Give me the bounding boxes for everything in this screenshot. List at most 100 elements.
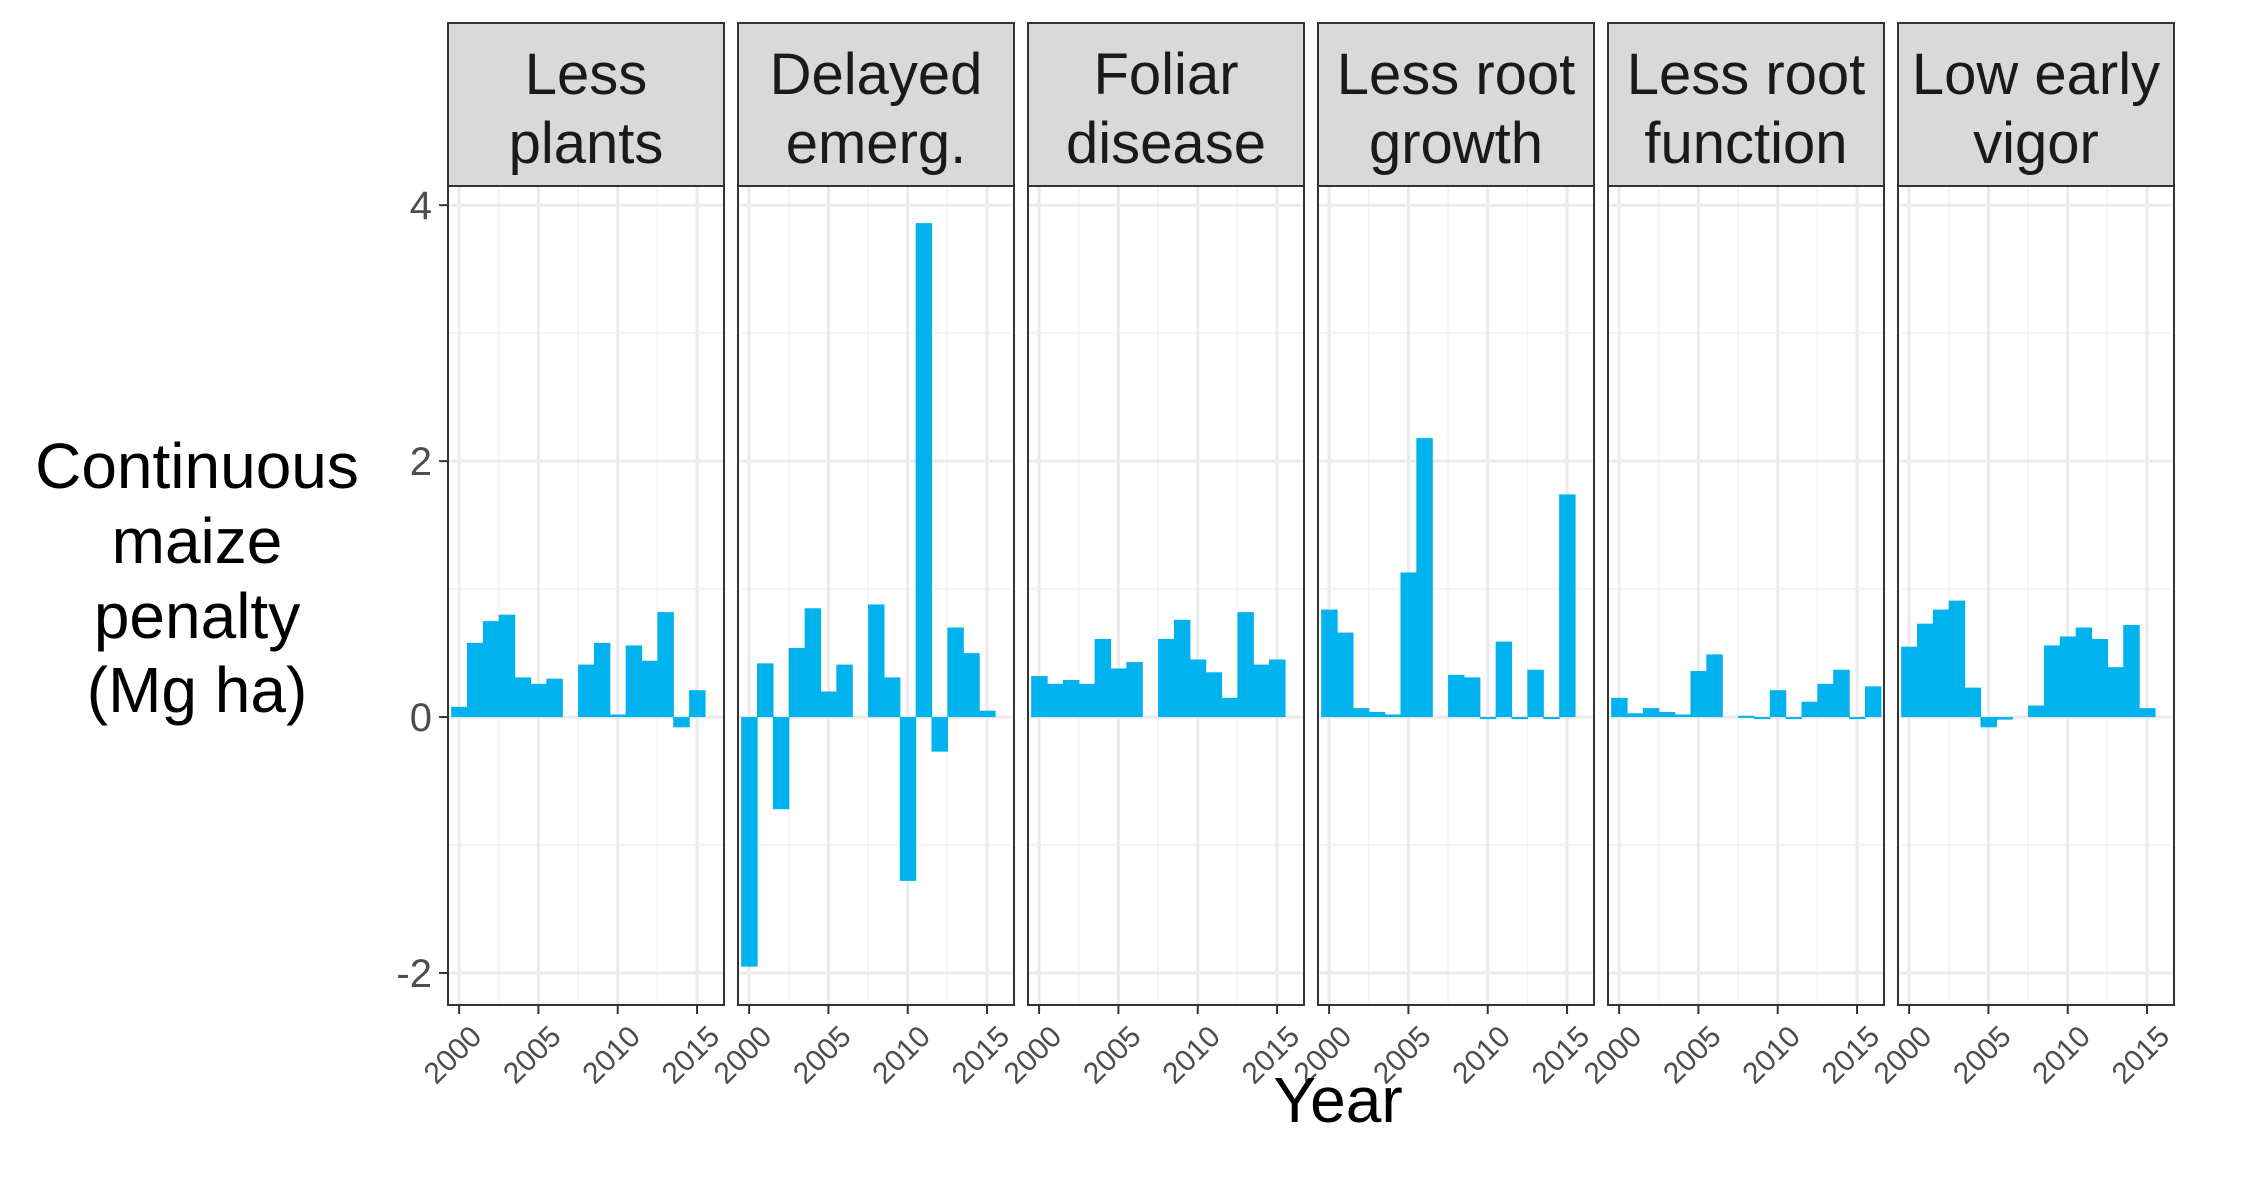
x-tick-label: 2015 bbox=[1816, 1020, 1887, 1091]
bar bbox=[689, 690, 706, 718]
bar bbox=[1495, 641, 1513, 718]
x-tick-label: 2000 bbox=[708, 1020, 779, 1091]
bar bbox=[1158, 639, 1175, 718]
facet-strip-label: Foliar bbox=[1093, 42, 1238, 107]
facet-strip-label: plants bbox=[509, 111, 664, 176]
bar bbox=[979, 710, 996, 718]
x-tick-label: 2010 bbox=[1446, 1020, 1517, 1091]
bar bbox=[1527, 669, 1544, 718]
bar bbox=[741, 717, 758, 967]
bar bbox=[546, 678, 563, 718]
x-tick-label: 2005 bbox=[1657, 1020, 1728, 1091]
bar bbox=[963, 653, 980, 718]
x-tick-label: 2015 bbox=[656, 1020, 727, 1091]
bar bbox=[1769, 690, 1787, 718]
bar bbox=[1479, 717, 1497, 720]
panel-background bbox=[448, 186, 724, 1005]
bar bbox=[1833, 669, 1850, 718]
bar bbox=[1062, 679, 1080, 718]
bar bbox=[1205, 672, 1223, 718]
bar bbox=[1785, 717, 1803, 720]
x-tick-label: 2015 bbox=[2106, 1020, 2177, 1091]
panel-border bbox=[737, 185, 1015, 1006]
panel-border bbox=[1897, 185, 2175, 1006]
facet-strip bbox=[737, 22, 1015, 187]
facet-strip bbox=[447, 22, 725, 187]
bar bbox=[947, 627, 964, 718]
bar bbox=[609, 714, 627, 718]
bar bbox=[931, 717, 948, 752]
panel-background bbox=[1608, 186, 1884, 1005]
x-tick-label: 2000 bbox=[998, 1020, 1069, 1091]
facet-strip-label: Low early bbox=[1912, 42, 2160, 107]
bar bbox=[868, 604, 885, 718]
bar bbox=[2139, 708, 2156, 718]
bar bbox=[657, 612, 674, 718]
bar bbox=[1658, 711, 1676, 718]
bar bbox=[883, 677, 901, 718]
bar bbox=[1337, 632, 1354, 718]
bar bbox=[1511, 717, 1528, 720]
bar bbox=[1368, 711, 1386, 718]
bar bbox=[1352, 708, 1370, 718]
facet-strip-label: disease bbox=[1066, 111, 1266, 176]
bar bbox=[836, 664, 853, 718]
bar bbox=[1932, 609, 1950, 718]
bar bbox=[1253, 664, 1270, 718]
bar bbox=[772, 717, 790, 810]
bar bbox=[673, 717, 690, 728]
x-tick-label: 2010 bbox=[1736, 1020, 1807, 1091]
y-axis-title-line: penalty bbox=[94, 580, 300, 652]
bar bbox=[1543, 717, 1560, 720]
facet-strip-label: vigor bbox=[1973, 111, 2099, 176]
panel-border bbox=[1027, 185, 1305, 1006]
bar bbox=[1611, 697, 1628, 718]
bar bbox=[625, 645, 643, 718]
y-axis-title-line: Continuous bbox=[35, 430, 359, 502]
bar bbox=[578, 664, 595, 718]
bar bbox=[1901, 646, 1918, 718]
bar bbox=[1269, 659, 1286, 718]
x-tick-label: 2015 bbox=[946, 1020, 1017, 1091]
bar bbox=[1917, 623, 1934, 718]
facet-strip-label: Delayed bbox=[770, 42, 983, 107]
bar bbox=[1674, 714, 1692, 718]
bar bbox=[2028, 705, 2045, 718]
bar bbox=[2075, 627, 2093, 718]
bar bbox=[1753, 717, 1771, 720]
bar bbox=[1706, 654, 1723, 718]
y-axis-title-line: (Mg ha) bbox=[87, 654, 308, 726]
bar bbox=[1384, 714, 1402, 718]
x-axis-title: Year bbox=[1273, 1064, 1402, 1136]
x-tick-label: 2010 bbox=[2026, 1020, 2097, 1091]
bar bbox=[1627, 713, 1644, 718]
facet-strip-label: Less bbox=[525, 42, 648, 107]
facet-strip-label: Less root bbox=[1337, 42, 1576, 107]
bar bbox=[641, 660, 658, 718]
x-tick-label: 2005 bbox=[1947, 1020, 2018, 1091]
bar bbox=[1948, 600, 1966, 718]
bar bbox=[2059, 636, 2077, 718]
bar bbox=[1237, 612, 1254, 718]
facet-strip-label: emerg. bbox=[786, 111, 967, 176]
facet-strip-label: growth bbox=[1369, 111, 1543, 176]
facet-strip bbox=[1607, 22, 1885, 187]
bar bbox=[1559, 494, 1576, 718]
facet-strip-label: function bbox=[1644, 111, 1847, 176]
panel-border bbox=[447, 185, 725, 1006]
bar bbox=[593, 642, 611, 718]
x-tick-label: 2000 bbox=[1868, 1020, 1939, 1091]
bar bbox=[1448, 674, 1465, 718]
x-tick-label: 2010 bbox=[1156, 1020, 1227, 1091]
bar bbox=[757, 663, 774, 718]
bar bbox=[1849, 717, 1866, 720]
panel-border bbox=[1607, 185, 1885, 1006]
bar bbox=[1094, 639, 1112, 718]
bar bbox=[1126, 662, 1143, 718]
bar bbox=[899, 717, 917, 881]
